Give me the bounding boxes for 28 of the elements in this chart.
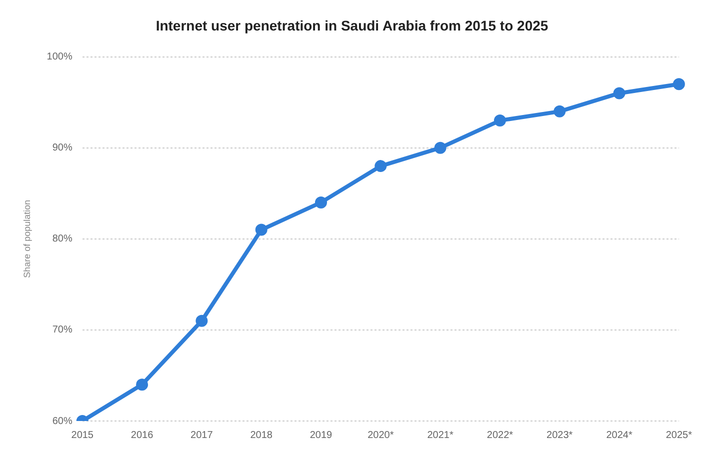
point <box>136 378 148 391</box>
y-tick-label: 70% <box>52 324 72 336</box>
point <box>255 224 268 236</box>
point <box>315 196 327 208</box>
x-tick-label: 2025* <box>666 430 692 441</box>
point <box>434 142 446 154</box>
point <box>672 78 685 90</box>
point <box>494 114 506 127</box>
x-tick-label: 2021* <box>427 430 454 441</box>
x-tick-label: 2022* <box>486 430 514 441</box>
y-axis-title: Share of population <box>22 200 32 278</box>
x-tick-label: 2015 <box>71 430 94 441</box>
chart-title: Internet user penetration in Saudi Arabia from 2015 to 2025 <box>156 17 548 34</box>
y-tick-label: 60% <box>52 416 72 427</box>
y-tick-label: 80% <box>52 234 72 245</box>
x-tick-label: 2020* <box>368 430 394 441</box>
x-tick-label: 2018 <box>250 430 273 441</box>
y-tick-label: 100% <box>46 52 72 63</box>
x-tick-label: 2019 <box>310 430 333 441</box>
x-tick-label: 2016 <box>130 430 154 441</box>
point <box>554 105 566 118</box>
point <box>613 87 626 100</box>
point <box>196 314 208 327</box>
point <box>374 160 387 172</box>
x-tick-label: 2017 <box>190 430 214 441</box>
x-tick-label: 2024* <box>606 430 632 441</box>
x-tick-label: 2023* <box>546 430 573 441</box>
y-tick-label: 90% <box>52 142 72 154</box>
